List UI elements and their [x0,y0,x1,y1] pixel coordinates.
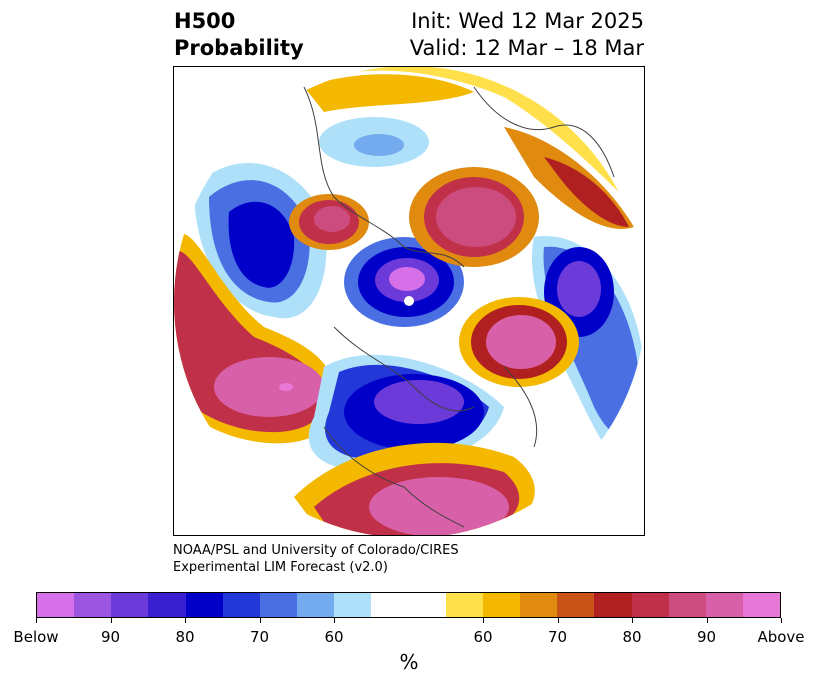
probability-field [174,67,644,535]
colorbar-segment [631,593,669,617]
colorbar-tick-label: 60 [324,628,344,646]
credit-line1: NOAA/PSL and University of Colorado/CIRE… [173,543,459,558]
colorbar-tick-label: 70 [249,628,270,646]
colorbar-segment [297,593,335,617]
date-info: Init: Wed 12 Mar 2025 Valid: 12 Mar – 18… [410,8,644,62]
colorbar-tick-mark [632,618,633,623]
colorbar-tick-label: Below [13,628,59,646]
colorbar-segment [259,593,298,617]
colorbar-tick-mark [781,618,782,623]
colorbar-segment [520,593,558,617]
colorbar-segment [482,593,521,617]
probability-map [173,66,645,536]
colorbar-tick-mark [483,618,484,623]
colorbar-tick-mark [185,618,186,623]
colorbar-tick-label: 70 [547,628,568,646]
colorbar-segment [557,593,595,617]
colorbar-tick-label: Above [757,628,805,646]
colorbar-tick-mark [110,618,112,623]
colorbar-segment [445,593,483,617]
credit: NOAA/PSL and University of Colorado/CIRE… [173,542,459,576]
colorbar-segment [408,593,446,617]
title-line1: H500 [174,9,236,33]
colorbar-tick-mark [706,618,708,623]
colorbar-segment [148,593,186,617]
colorbar-segment [334,593,372,617]
colorbar-segment [185,593,223,617]
colorbar-tick-mark [334,618,335,623]
colorbar-segment [594,593,632,617]
colorbar-segment [222,593,260,617]
init-date: Init: Wed 12 Mar 2025 [411,9,644,33]
colorbar-segment [668,593,706,617]
colorbar-tick-label: 90 [100,628,121,646]
colorbar-tick-mark [36,618,37,623]
colorbar-tick-mark [259,618,261,623]
valid-range: Valid: 12 Mar – 18 Mar [409,36,644,60]
title-line2: Probability [174,36,304,60]
colorbar-segment [742,593,781,617]
colorbar-label: % [399,650,419,674]
title: H500 Probability [174,8,304,62]
colorbar-tick-label: 80 [175,628,195,646]
coastlines [303,86,615,528]
colorbar-tick-label: 60 [473,628,493,646]
map-svg [174,67,644,535]
colorbar-tick-label: 90 [696,628,717,646]
colorbar-segment [37,593,75,617]
colorbar-tick-label: 80 [622,628,642,646]
colorbar-segment [111,593,149,617]
credit-line2: Experimental LIM Forecast (v2.0) [173,560,388,575]
colorbar-tick-mark [557,618,559,623]
colorbar-segment [74,593,112,617]
colorbar [36,592,781,618]
colorbar-segment [371,593,409,617]
colorbar-segment [705,593,743,617]
